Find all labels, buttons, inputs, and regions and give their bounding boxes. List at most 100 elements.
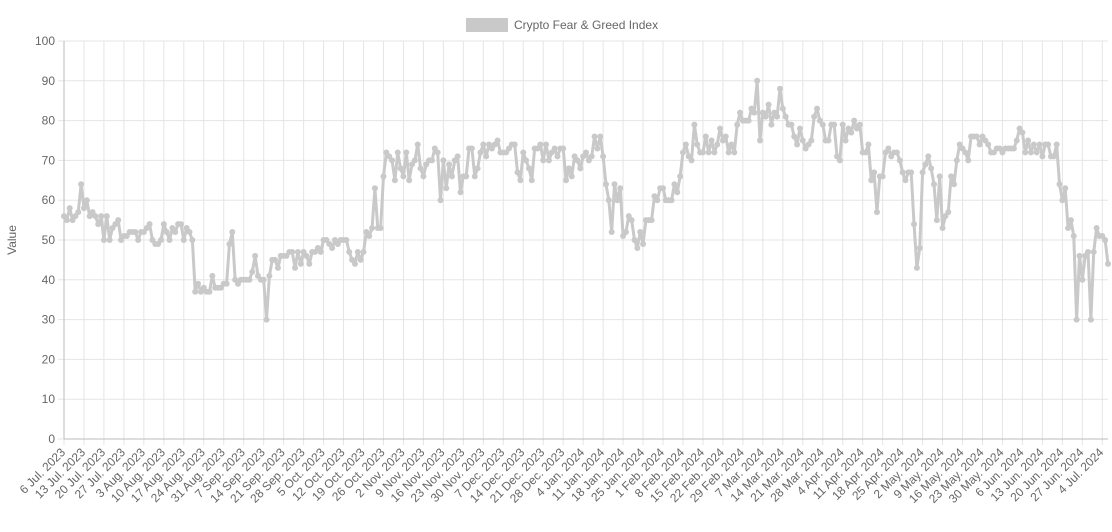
data-point [899,169,906,176]
data-point [351,260,358,267]
data-point [839,121,846,128]
data-point [776,85,783,92]
data-point [671,181,678,188]
data-point [394,149,401,156]
data-point [229,229,236,236]
data-point [583,149,589,156]
data-point [537,141,544,148]
data-point [565,165,572,172]
data-point [1090,248,1097,255]
data-point [654,197,661,204]
data-point [520,149,527,156]
data-point [873,209,880,216]
data-point [115,217,122,224]
data-point [577,165,584,172]
data-point [885,145,892,152]
data-point [916,244,923,251]
data-point [831,121,838,128]
data-point [731,149,738,156]
data-point [157,237,164,243]
data-point [554,153,561,160]
data-point [437,197,444,204]
data-point [377,225,384,232]
data-point [329,244,336,251]
data-point [893,149,900,156]
y-tick-label: 20 [42,352,56,366]
data-point [403,149,410,156]
data-point [808,137,815,144]
data-point [80,205,87,212]
data-point [366,233,373,240]
data-point [189,237,196,243]
data-point [933,217,940,224]
y-tick-label: 0 [48,432,55,446]
data-point [360,248,367,255]
legend-label: Crypto Fear & Greed Index [514,18,658,32]
y-tick-label: 90 [42,74,56,88]
data-point [494,137,501,144]
data-point [913,264,920,271]
y-tick-label: 100 [35,34,55,48]
data-point [369,225,376,232]
data-point [931,181,937,188]
data-point [1033,149,1040,156]
data-point [936,173,943,180]
data-point [1105,260,1111,267]
legend-swatch [466,18,508,32]
y-tick-label: 40 [42,273,56,287]
data-point [477,149,484,156]
data-point [925,153,932,160]
data-point [274,264,281,271]
data-point [357,256,364,263]
data-point [317,248,324,255]
data-point [856,121,863,128]
data-point [614,197,621,204]
data-point [528,177,535,184]
data-point [206,288,213,295]
data-point [346,248,353,255]
data-point [722,133,729,140]
data-point [411,157,418,164]
data-point [668,197,675,204]
data-point [545,157,552,164]
data-point [919,169,926,176]
data-point [848,129,855,136]
data-point [454,153,461,160]
data-point [717,125,724,132]
data-point [754,77,761,84]
data-point [417,165,424,172]
data-point [734,121,741,128]
data-point [406,177,413,184]
data-point [186,229,193,236]
data-point [879,173,886,180]
data-point [440,157,447,164]
data-point [474,165,481,172]
data-point [688,157,695,164]
y-tick-label: 80 [42,114,56,128]
data-point [249,268,256,275]
data-point [1036,141,1043,148]
data-point [691,121,698,128]
data-point [1085,248,1092,255]
data-point [551,145,558,152]
data-point [1030,141,1037,148]
data-point [702,133,709,140]
data-point [674,189,681,196]
data-point [605,197,612,204]
data-point [591,133,598,140]
data-point [851,117,858,124]
data-point [922,161,929,168]
data-point [448,173,455,180]
data-point [868,177,875,184]
data-point [1070,233,1077,240]
data-point [306,260,313,267]
data-point [908,169,915,176]
data-point [1022,149,1029,156]
y-tick-label: 60 [42,193,56,207]
data-point [420,173,427,180]
data-point [471,173,478,180]
data-point [714,141,721,148]
data-point [380,173,387,180]
data-point [1067,217,1074,224]
data-point [871,169,878,176]
